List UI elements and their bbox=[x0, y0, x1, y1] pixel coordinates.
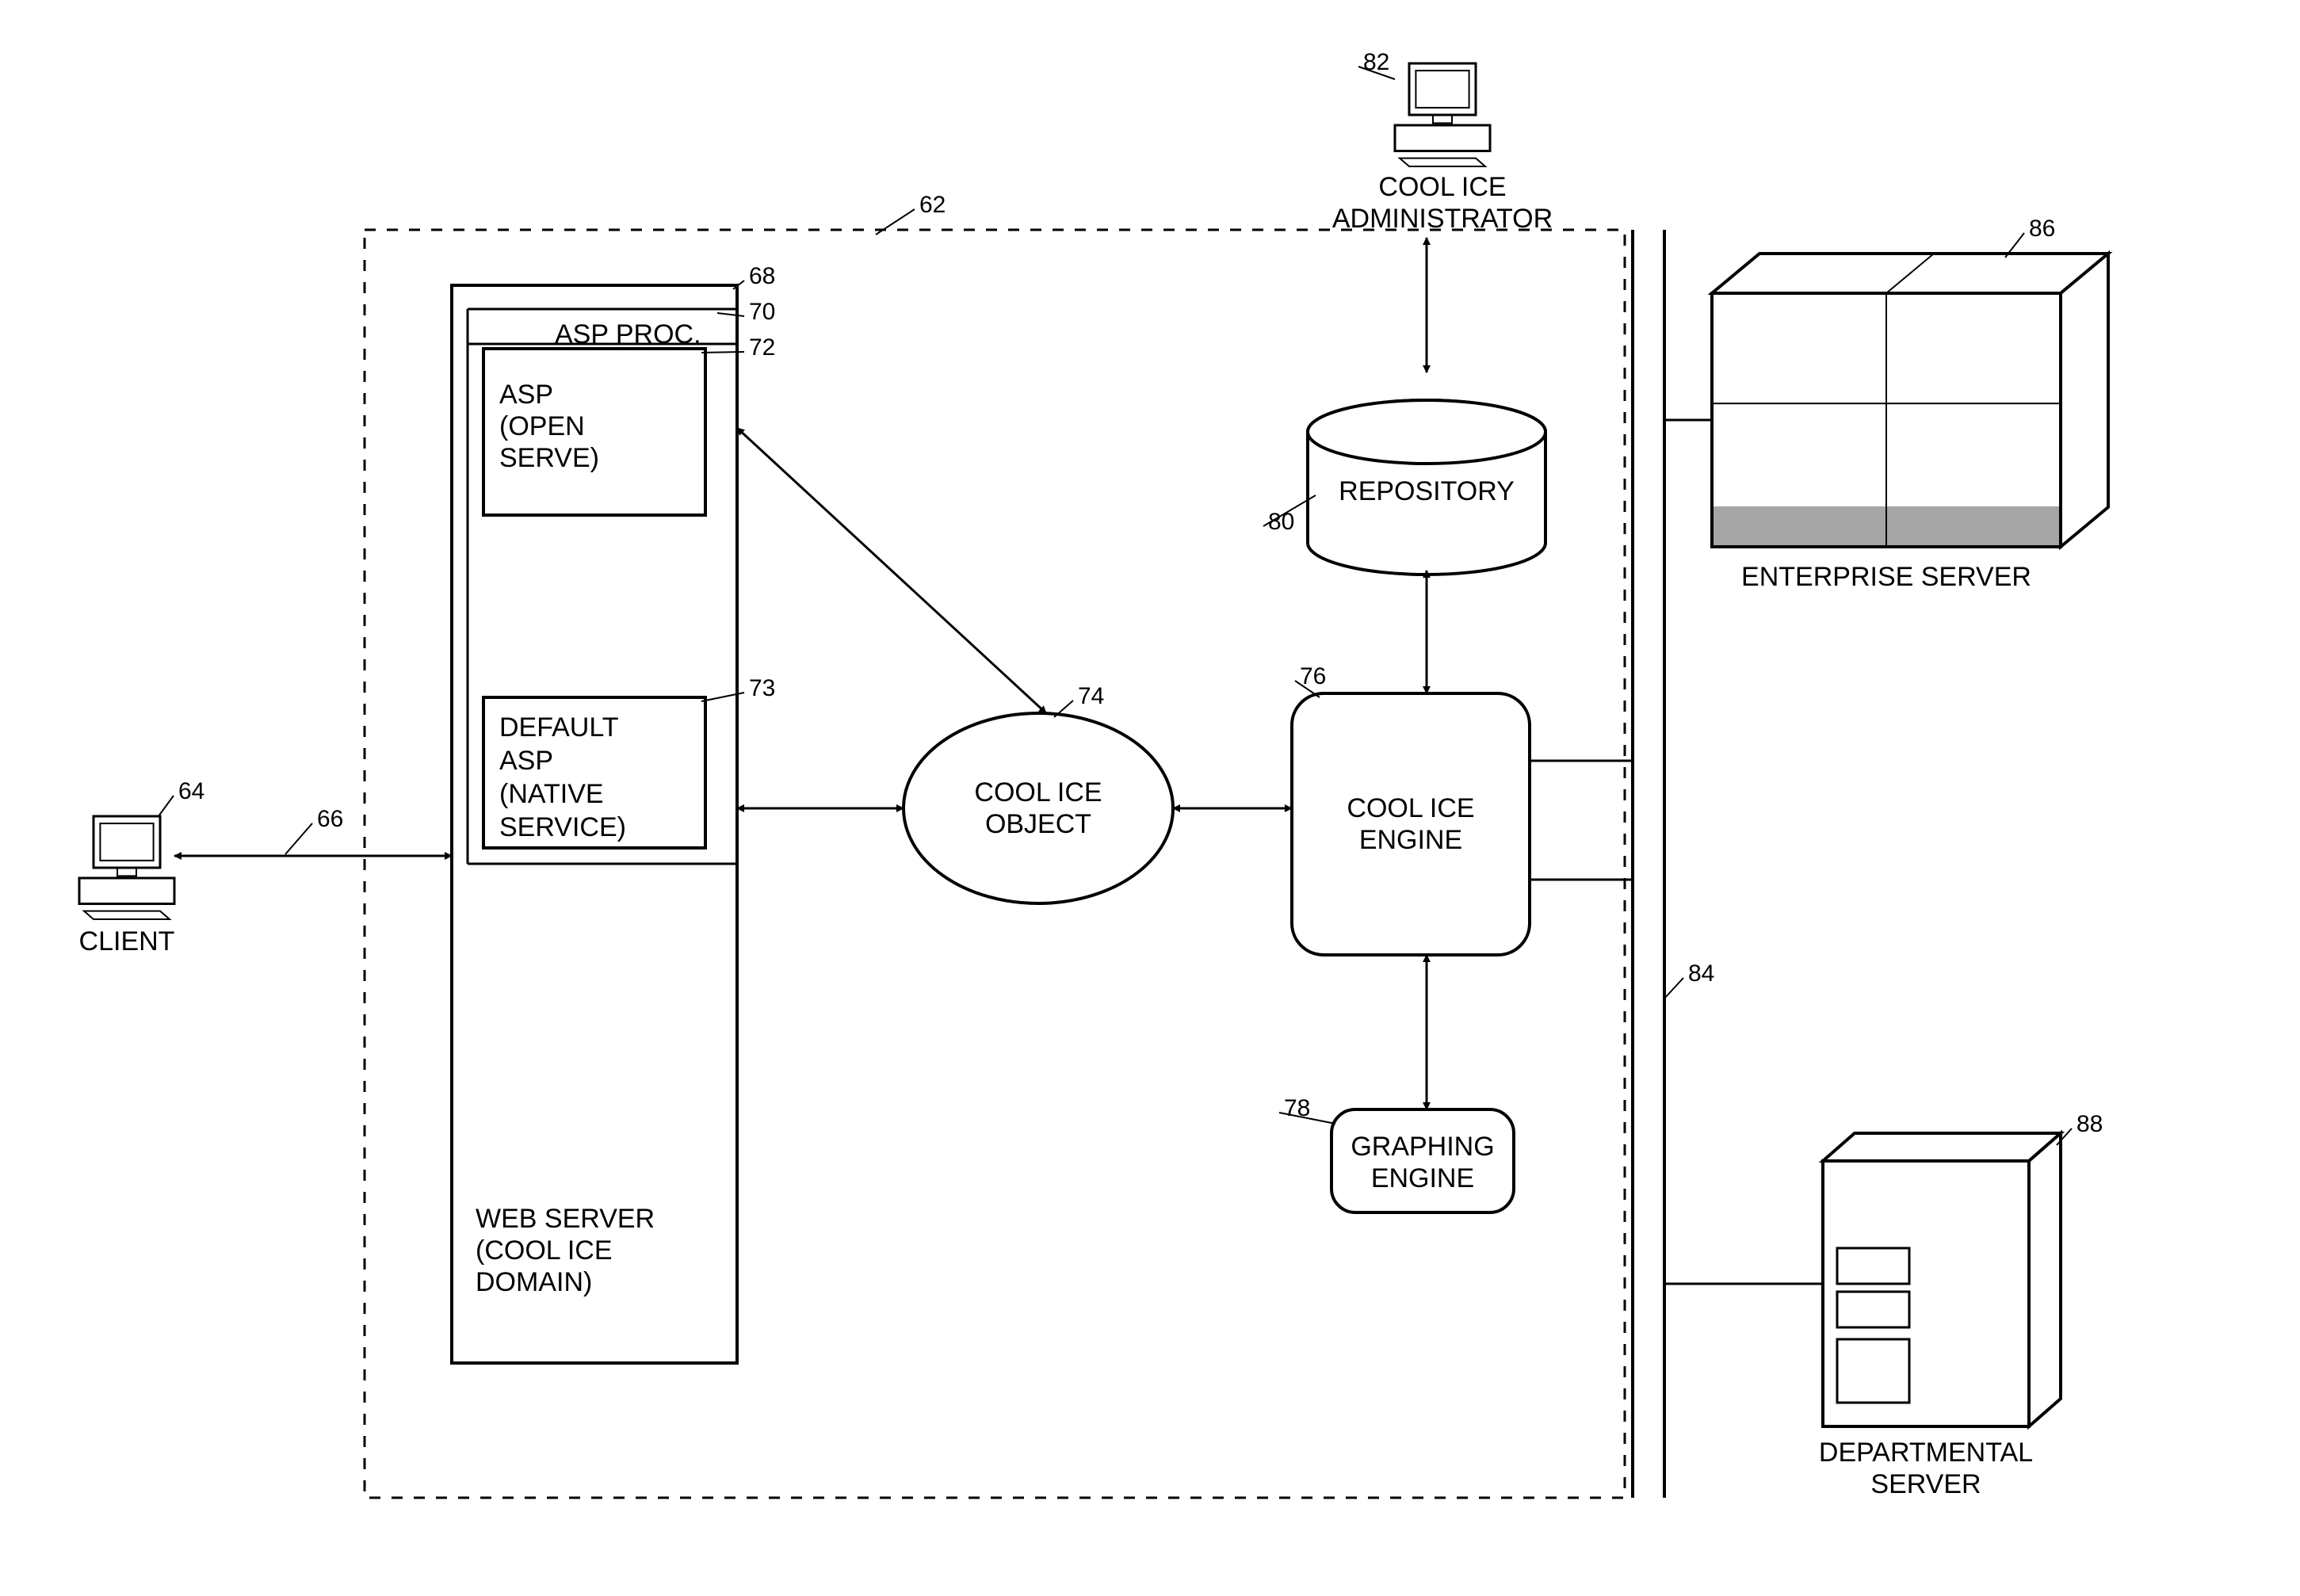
cool-ice-object-label: COOL ICE bbox=[974, 777, 1102, 808]
asp-open-serve-label: ASP bbox=[499, 380, 553, 410]
administrator-label: COOL ICE bbox=[1378, 172, 1506, 202]
ref-label: 84 bbox=[1688, 960, 1714, 987]
enterprise-server-icon bbox=[1712, 254, 2108, 547]
ref-label: 64 bbox=[178, 778, 204, 804]
asp-native-label: SERVICE) bbox=[499, 812, 626, 842]
asp-proc-title: ASP PROC. bbox=[555, 319, 701, 349]
ref-label: 80 bbox=[1268, 509, 1294, 535]
departmental-server-label: DEPARTMENTAL bbox=[1819, 1438, 2033, 1468]
administrator-label: ADMINISTRATOR bbox=[1332, 204, 1553, 234]
departmental-server-icon bbox=[1823, 1133, 2061, 1426]
departmental-server-label: SERVER bbox=[1870, 1469, 1981, 1499]
asp-open-serve-label: SERVE) bbox=[499, 443, 599, 473]
ref-label: 73 bbox=[749, 675, 775, 701]
cool-ice-engine-label: COOL ICE bbox=[1347, 793, 1474, 823]
ref-label: 68 bbox=[749, 263, 775, 289]
client-label: CLIENT bbox=[79, 926, 175, 956]
asp-native-label: DEFAULT bbox=[499, 712, 619, 743]
ref-label: 78 bbox=[1284, 1095, 1310, 1121]
web-server-label: WEB SERVER bbox=[476, 1204, 655, 1234]
ref-label: 86 bbox=[2029, 216, 2055, 242]
ref-label: 82 bbox=[1363, 49, 1389, 75]
web-server-label: DOMAIN) bbox=[476, 1267, 592, 1297]
cool-ice-engine-label: ENGINE bbox=[1359, 825, 1462, 855]
graphing-engine-label: ENGINE bbox=[1371, 1163, 1474, 1193]
cool-ice-object-label: OBJECT bbox=[985, 809, 1091, 839]
ref-leader bbox=[701, 352, 744, 353]
enterprise-server-label: ENTERPRISE SERVER bbox=[1741, 562, 2031, 592]
ref-label: 76 bbox=[1300, 663, 1326, 689]
asp-open-serve-label: (OPEN bbox=[499, 411, 585, 441]
graphing-engine-label: GRAPHING bbox=[1351, 1132, 1494, 1162]
ref-label: 66 bbox=[317, 806, 343, 832]
ref-label: 74 bbox=[1078, 683, 1104, 709]
ref-label: 88 bbox=[2076, 1111, 2103, 1137]
web-server-label: (COOL ICE bbox=[476, 1235, 613, 1266]
ref-label: 62 bbox=[919, 192, 946, 218]
repository-label: REPOSITORY bbox=[1339, 476, 1515, 506]
asp-native-label: (NATIVE bbox=[499, 779, 604, 809]
asp-native-label: ASP bbox=[499, 746, 553, 776]
ref-label: 70 bbox=[749, 299, 775, 325]
ref-label: 72 bbox=[749, 334, 775, 361]
